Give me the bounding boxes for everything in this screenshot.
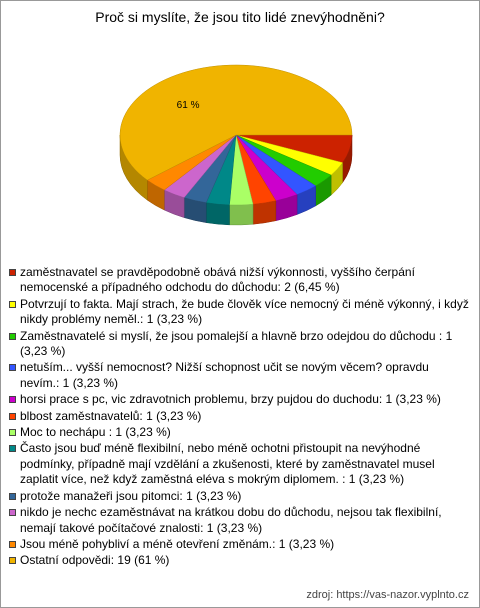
legend-item: Často jsou buď méně flexibilní, nebo mén… bbox=[9, 441, 471, 487]
legend-label: blbost zaměstnavatelů: 1 (3,23 %) bbox=[20, 408, 202, 423]
legend-swatch bbox=[9, 429, 16, 437]
legend-label: netuším... vyšší nemocnost? Nižší schopn… bbox=[20, 360, 429, 390]
legend-label: Často jsou buď méně flexibilní, nebo mén… bbox=[20, 441, 435, 487]
legend-swatch bbox=[9, 492, 16, 500]
pie-chart: 61 % bbox=[119, 64, 353, 226]
legend-swatch bbox=[9, 557, 16, 565]
legend-swatch bbox=[9, 412, 16, 420]
legend-item: nikdo je nechc ezaměstnávat na krátkou d… bbox=[9, 505, 471, 536]
legend: zaměstnavatel se pravděpodobně obává niž… bbox=[9, 265, 471, 570]
legend-item: netuším... vyšší nemocnost? Nižší schopn… bbox=[9, 360, 471, 391]
legend-label: nikdo je nechc ezaměstnávat na krátkou d… bbox=[20, 505, 442, 535]
legend-item: zaměstnavatel se pravděpodobně obává niž… bbox=[9, 265, 471, 296]
legend-swatch bbox=[9, 396, 16, 404]
legend-swatch bbox=[9, 540, 16, 548]
legend-swatch bbox=[9, 364, 16, 372]
legend-item: blbost zaměstnavatelů: 1 (3,23 %) bbox=[9, 409, 471, 424]
legend-item: horsi prace s pc, vic zdravotnich proble… bbox=[9, 392, 471, 407]
legend-item: Ostatní odpovědi: 19 (61 %) bbox=[9, 553, 471, 568]
legend-label: horsi prace s pc, vic zdravotnich proble… bbox=[20, 392, 441, 407]
pie-side bbox=[205, 202, 230, 226]
legend-label: Potvrzují to fakta. Mají strach, že bude… bbox=[20, 296, 469, 327]
legend-item: protože manažeři jsou pitomci: 1 (3,23 %… bbox=[9, 489, 471, 504]
legend-label: Zaměstnavatelé si myslí, že jsou pomalej… bbox=[20, 328, 453, 359]
pie-slice bbox=[119, 64, 353, 181]
legend-item: Jsou méně pohybliví a méně otevření změn… bbox=[9, 537, 471, 552]
source: zdroj: https://vas-nazor.vyplnto.cz bbox=[306, 589, 469, 601]
legend-swatch bbox=[9, 269, 16, 276]
legend-item: Moc to nechápu : 1 (3,23 %) bbox=[9, 425, 471, 440]
legend-swatch bbox=[9, 300, 16, 308]
chart-title: Proč si myslíte, že jsou tito lidé znevý… bbox=[95, 9, 385, 25]
legend-label: Jsou méně pohybliví a méně otevření změn… bbox=[20, 536, 335, 551]
legend-label: Ostatní odpovědi: 19 (61 %) bbox=[20, 553, 170, 568]
legend-item: Zaměstnavatelé si myslí, že jsou pomalej… bbox=[9, 329, 471, 360]
legend-label: zaměstnavatel se pravděpodobně obává niž… bbox=[20, 265, 415, 295]
legend-label: Moc to nechápu : 1 (3,23 %) bbox=[20, 425, 171, 440]
legend-item: Potvrzují to fakta. Mají strach, že bude… bbox=[9, 297, 471, 328]
legend-swatch bbox=[9, 445, 16, 453]
legend-swatch bbox=[9, 332, 16, 340]
value-label: 61 % bbox=[177, 100, 200, 111]
pie-side bbox=[229, 203, 254, 226]
legend-label: protože manažeři jsou pitomci: 1 (3,23 %… bbox=[20, 488, 242, 503]
pie-side bbox=[252, 200, 277, 225]
legend-swatch bbox=[9, 509, 16, 517]
